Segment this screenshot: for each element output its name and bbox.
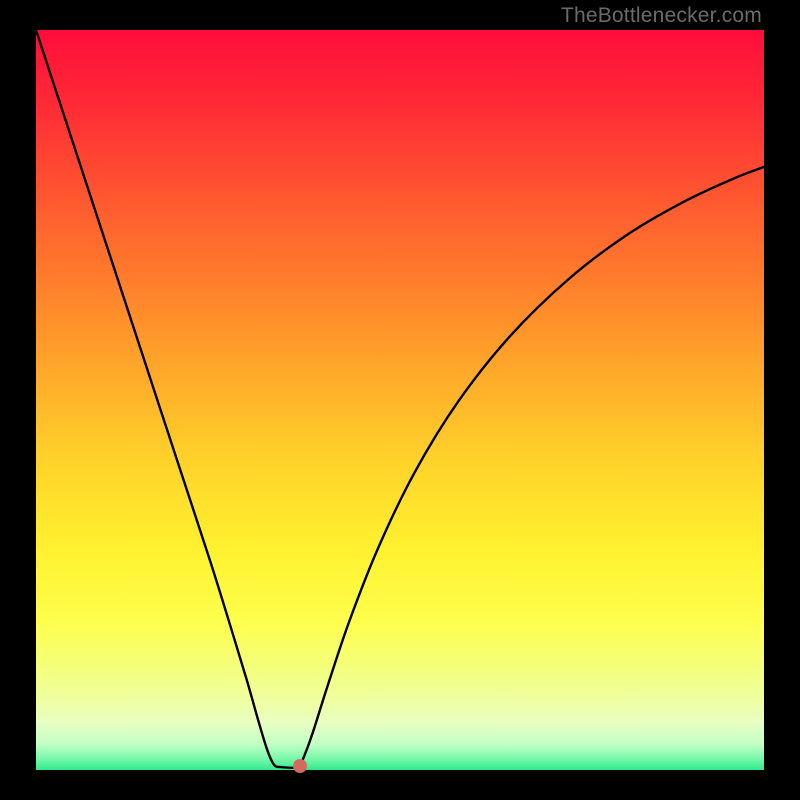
watermark-text: TheBottlenecker.com bbox=[561, 4, 762, 28]
optimum-marker bbox=[293, 759, 307, 773]
plot-area bbox=[36, 30, 764, 770]
chart-frame: TheBottlenecker.com bbox=[0, 0, 800, 800]
bottleneck-curve bbox=[36, 30, 764, 768]
curve-layer bbox=[36, 30, 764, 770]
